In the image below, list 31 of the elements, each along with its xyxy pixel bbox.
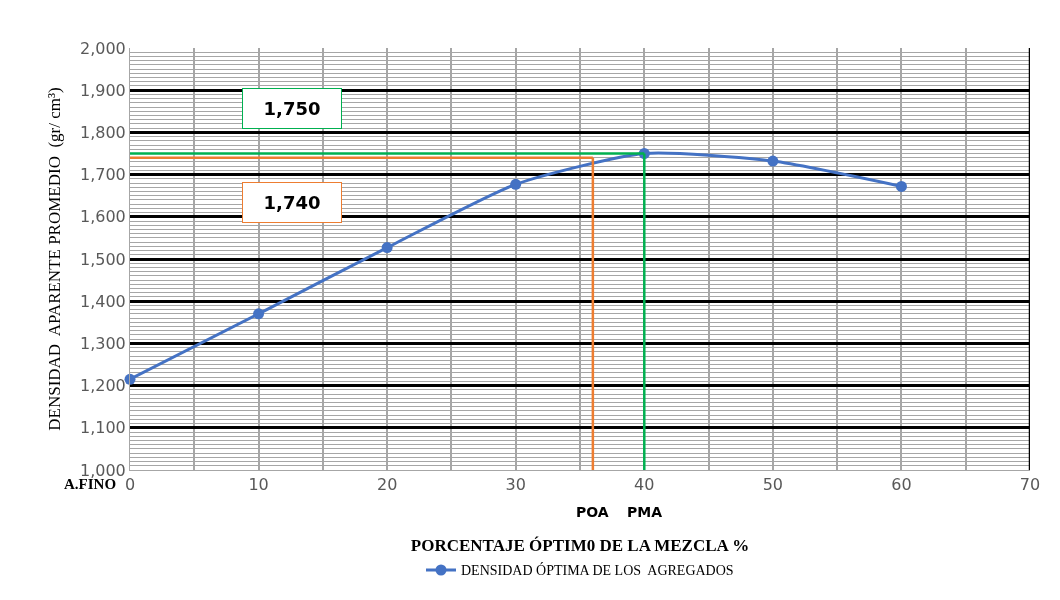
x-tick-label: 0	[124, 475, 136, 495]
point	[253, 308, 265, 320]
x-tick-label: 40	[634, 475, 655, 495]
x-tick-label: 20	[376, 475, 398, 495]
y-tick-label: 1,300	[79, 334, 126, 353]
ref-line-label: PMA	[627, 504, 663, 520]
point	[895, 180, 907, 192]
point	[510, 178, 522, 190]
legend-label: DENSIDAD ÓPTIMA DE LOS AGREGADOS	[461, 562, 734, 579]
y-axis-title: DENSIDAD APARENTE PROMEDIO (gr/ cm³)	[44, 87, 64, 431]
x-tick-label: 60	[891, 475, 912, 495]
x-tick-label: 10	[248, 475, 269, 495]
ref-line-label: 1,750	[263, 98, 321, 119]
ref-line-label: 1,740	[263, 192, 321, 213]
y-tick-label: 1,600	[79, 207, 126, 227]
x-tick-label: 70	[1019, 475, 1041, 495]
x-tick-label: 50	[762, 475, 784, 495]
x-axis-title: PORCENTAJE ÓPTIM0 DE LA MEZCLA %	[410, 535, 750, 555]
ref-line-label: POA	[576, 504, 609, 520]
x-tick-label: 30	[505, 475, 526, 495]
y-tick-label: 1,900	[79, 80, 126, 100]
y-tick-label: 1,800	[79, 123, 126, 142]
point	[381, 242, 393, 254]
y-tick-label: 1,700	[79, 165, 126, 185]
y-tick-label: 2,000	[79, 38, 126, 58]
y-tick-label: 1,400	[79, 291, 126, 311]
y-tick-label: 1,000	[79, 460, 126, 480]
y-tick-label: 1,100	[79, 418, 126, 438]
point	[767, 155, 779, 167]
y-tick-label: 1,200	[79, 376, 126, 396]
y-tick-label: 1,500	[79, 249, 126, 269]
